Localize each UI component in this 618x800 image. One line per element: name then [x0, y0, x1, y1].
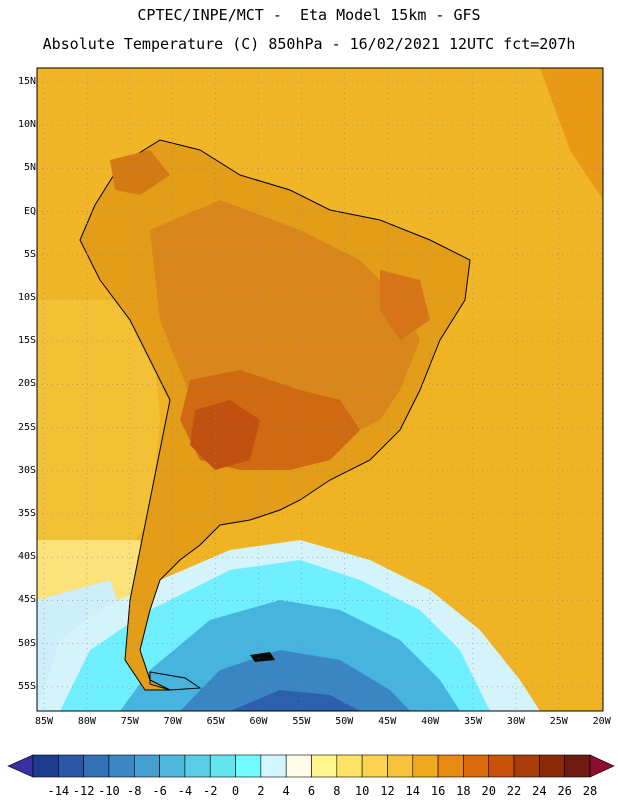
latitude-label: 10N: [17, 119, 36, 131]
colorbar-swatch: [539, 754, 565, 778]
colorbar-swatch: [361, 754, 388, 778]
cold-core: [230, 690, 360, 711]
colorbar-swatch: [285, 754, 312, 778]
latitude-label: 35S: [17, 508, 36, 519]
colorbar-swatch: [159, 754, 186, 778]
colorbar-tick-label: 18: [456, 784, 471, 798]
colorbar-tick-label: -2: [202, 784, 218, 798]
longitude-label: 85W: [34, 716, 54, 727]
colorbar: [7, 754, 615, 778]
longitude-label: 55W: [292, 716, 311, 727]
longitude-label: 25W: [549, 716, 568, 727]
graticule: [37, 68, 603, 711]
colorbar-tick-label: 24: [532, 784, 547, 798]
colorbar-swatch: [83, 754, 110, 778]
colorbar-low-cap: [7, 754, 34, 778]
longitude-label: 75W: [120, 716, 139, 727]
colorbar-swatch: [387, 754, 414, 778]
tierra-del-fuego: [149, 671, 202, 691]
latitude-label: EQ: [23, 205, 36, 217]
longitude-label: 60W: [249, 716, 268, 727]
colorbar-tick-label: 20: [481, 784, 496, 798]
longitude-label: 45W: [378, 716, 397, 727]
latitude-label: 5N: [23, 162, 36, 174]
colorbar-tick-label: 12: [380, 784, 395, 798]
colorbar-tick-label: 4: [282, 784, 290, 798]
colorbar-tick-label: -10: [98, 784, 120, 798]
colorbar-swatch: [58, 754, 84, 778]
hot-region-north: [110, 150, 170, 195]
colorbar-swatch: [513, 754, 540, 778]
colorbar-swatch: [437, 754, 464, 778]
map-frame: [36, 67, 604, 712]
latitude-label: 40S: [17, 551, 36, 563]
latitude-label: 25S: [17, 421, 36, 433]
colorbar-tick-label: 16: [430, 784, 446, 798]
temperature-map: [36, 67, 604, 712]
longitude-label: 65W: [206, 716, 225, 727]
latitude-label: 15N: [17, 76, 36, 87]
colorbar-tick-label: 0: [231, 784, 240, 798]
hot-region-northeast: [380, 270, 430, 340]
colorbar-swatch: [488, 754, 515, 778]
colorbar-swatch: [235, 754, 262, 778]
colorbar-tick-label: -14: [47, 784, 70, 798]
longitude-label: 70W: [163, 716, 182, 727]
latitude-label: 55S: [17, 680, 36, 692]
latitude-label: 30S: [17, 464, 36, 476]
colorbar-tick-label: 10: [354, 784, 370, 798]
latitude-label: 5S: [23, 248, 36, 260]
falkland-islands: [250, 652, 275, 662]
colorbar-swatch: [209, 754, 236, 778]
chart-title: CPTEC/INPE/MCT - Eta Model 15km - GFS: [137, 6, 481, 24]
latitude-label: 10S: [17, 292, 36, 303]
colorbar-swatch: [260, 754, 287, 778]
latitude-label: 15S: [17, 335, 36, 347]
colorbar-tick-label: -8: [127, 784, 142, 798]
longitude-label: 20W: [592, 716, 611, 727]
colorbar-tick-label: 28: [582, 784, 598, 798]
pacific-yellow-band: [37, 300, 160, 560]
colorbar-swatch: [412, 754, 439, 778]
colorbar-swatch: [133, 754, 160, 778]
colorbar-swatch: [336, 754, 363, 778]
longitude-label: 50W: [335, 716, 354, 727]
colorbar-swatch: [32, 754, 59, 778]
warm-patch-ne: [540, 68, 603, 200]
latitude-label: 45S: [17, 594, 36, 606]
colorbar-high-cap: [589, 754, 615, 778]
cold-deep-band: [180, 650, 410, 711]
hot-core-chaco: [190, 400, 260, 470]
colorbar-tick-label: -6: [152, 784, 167, 798]
colorbar-tick-label: 6: [307, 784, 316, 798]
colorbar-swatch: [108, 754, 135, 778]
longitude-label: 80W: [77, 716, 96, 727]
latitude-label: 50S: [17, 637, 36, 649]
colorbar-tick-label: 14: [405, 784, 420, 798]
colorbar-swatch: [184, 754, 211, 778]
colorbar-tick-label: 22: [506, 784, 522, 798]
colorbar-swatch: [564, 754, 591, 778]
colorbar-tick-label: 26: [557, 784, 572, 798]
latitude-label: 20S: [17, 378, 36, 390]
longitude-label: 30W: [506, 716, 525, 727]
longitude-label: 35W: [463, 716, 483, 727]
colorbar-tick-label: 2: [257, 784, 265, 798]
colorbar-swatch: [311, 754, 338, 778]
colorbar-tick-label: 8: [333, 784, 341, 798]
longitude-label: 40W: [421, 716, 440, 727]
colorbar-swatch: [463, 754, 490, 778]
colorbar-tick-label: -4: [177, 784, 193, 798]
chart-subtitle: Absolute Temperature (C) 850hPa - 16/02/…: [42, 35, 576, 53]
colorbar-tick-label: -12: [72, 784, 95, 798]
